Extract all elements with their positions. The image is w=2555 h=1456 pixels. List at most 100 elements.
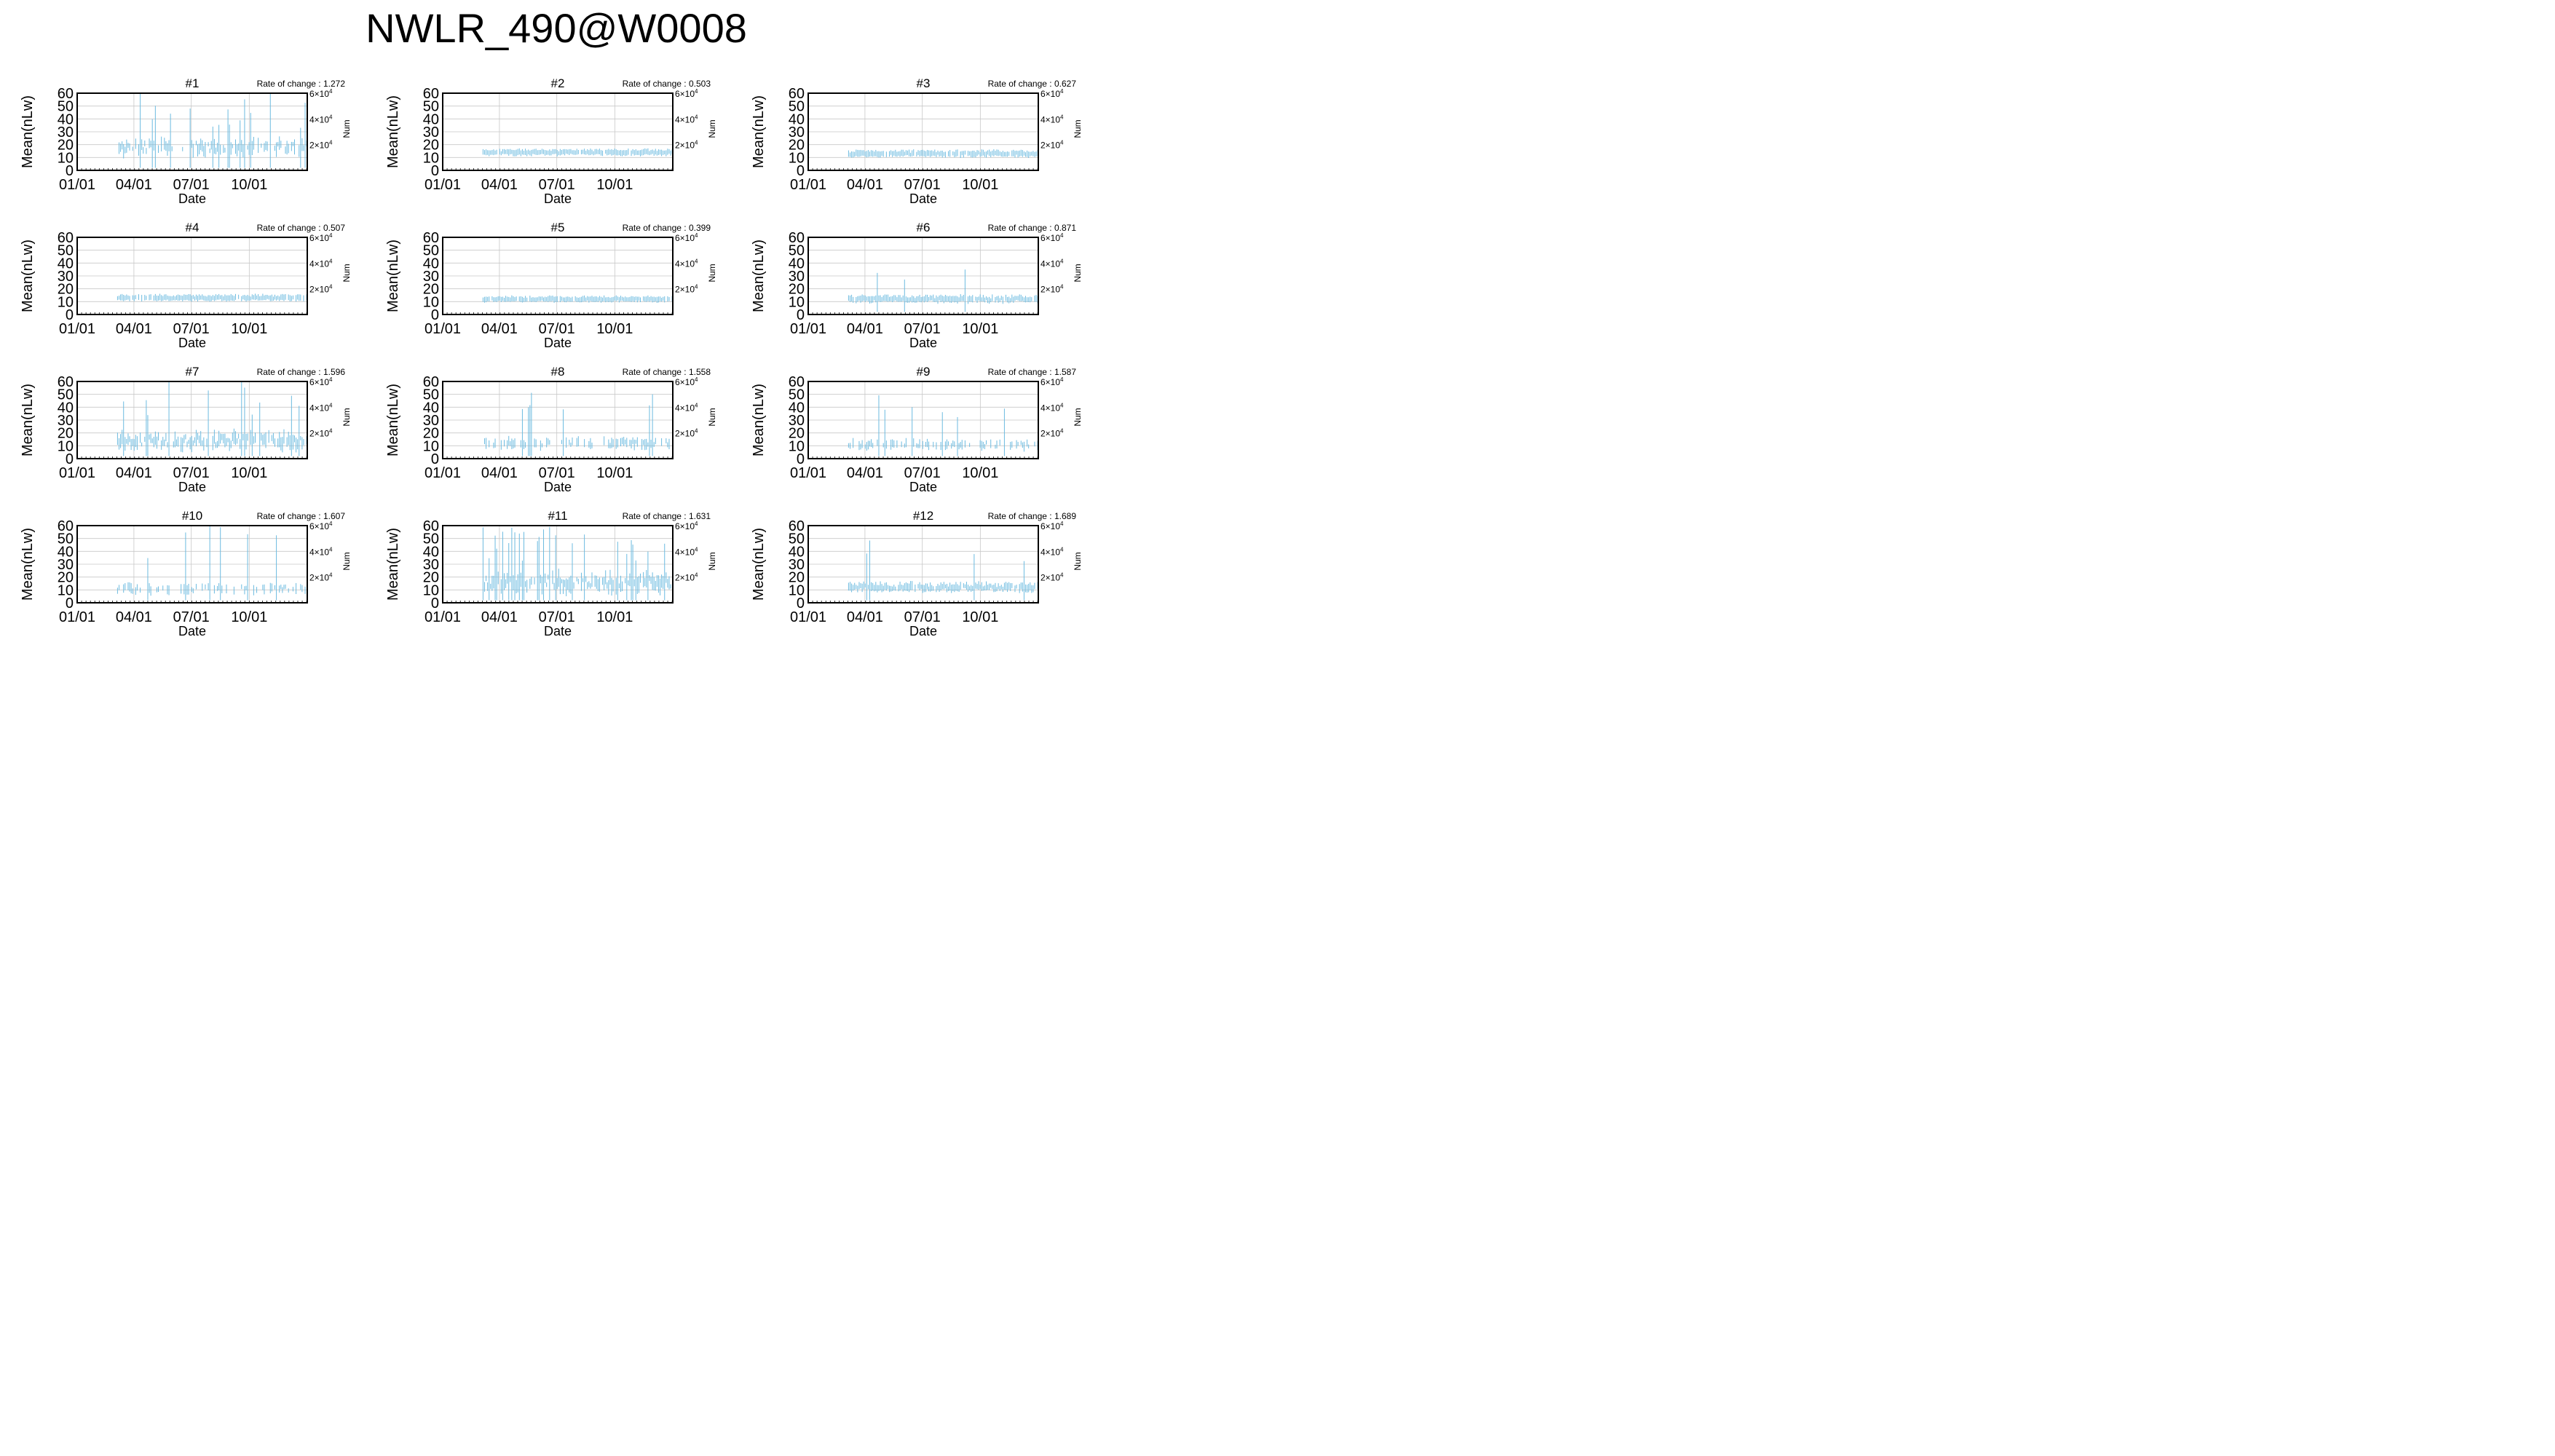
y2-axis-label: Num	[341, 119, 352, 138]
y-axis-label: Mean(nLw)	[385, 528, 401, 601]
errorbar-series	[482, 295, 673, 304]
y-tick-label: 10	[423, 582, 439, 598]
y2-tick-exponent: 4	[1060, 402, 1064, 408]
y-tick-label: 60	[423, 86, 439, 102]
x-tick-label: 04/01	[481, 177, 518, 193]
y2-tick-label: 4×104	[1040, 546, 1064, 557]
y-tick-label: 40	[423, 400, 439, 416]
y2-tick-mantissa: 4×10	[1040, 403, 1060, 413]
y-tick-label: 60	[423, 518, 439, 534]
y2-tick-mantissa: 4×10	[675, 114, 695, 124]
y-tick-label: 40	[789, 544, 805, 560]
y2-tick-mantissa: 4×10	[1040, 258, 1060, 269]
y2-tick-exponent: 4	[1060, 232, 1064, 239]
errorbar-series	[117, 526, 306, 601]
y2-tick-mantissa: 2×10	[675, 141, 695, 151]
x-tick-label: 10/01	[596, 609, 633, 625]
y-axis-label: Mean(nLw)	[385, 240, 401, 312]
y-tick-label: 50	[423, 531, 439, 547]
y-tick-label: 30	[423, 124, 439, 141]
y2-axis-label: Num	[707, 408, 717, 426]
y-tick-label: 60	[58, 374, 74, 390]
plot-frame	[807, 237, 1039, 315]
subplot-5: #5 Rate of change : 0.399 0 10 20 30 40 50 60 01/…	[366, 217, 730, 363]
y2-tick-label: 6×104	[675, 232, 698, 243]
x-tick-label: 10/01	[231, 609, 267, 625]
y-tick-label: 10	[789, 294, 805, 310]
subplot-4: #4 Rate of change : 0.507 0 10 20 30 40 50 60 01/…	[0, 217, 364, 363]
y-tick-label: 40	[789, 256, 805, 272]
x-axis-label: Date	[544, 336, 572, 350]
y-tick-label: 50	[58, 387, 74, 403]
errorbar-series	[848, 149, 1038, 158]
y2-tick-label: 6×104	[1040, 521, 1064, 531]
errorbar-series	[117, 381, 307, 456]
y2-tick-label: 2×104	[309, 140, 333, 151]
subplot-title: #8	[551, 365, 565, 379]
y2-tick-mantissa: 4×10	[309, 258, 329, 269]
y-tick-label: 10	[423, 150, 439, 166]
y2-tick-exponent: 4	[1060, 572, 1064, 579]
y2-tick-label: 4×104	[675, 546, 698, 557]
x-tick-label: 10/01	[962, 465, 998, 481]
y-tick-label: 50	[789, 531, 805, 547]
y2-tick-label: 6×104	[309, 521, 333, 531]
y-tick-label: 60	[58, 230, 74, 246]
y2-axis-label: Num	[1073, 119, 1083, 138]
y-tick-label: 10	[789, 150, 805, 166]
x-axis-label: Date	[178, 336, 206, 350]
x-tick-label: 07/01	[904, 609, 941, 625]
y2-tick-label: 2×104	[675, 284, 698, 295]
x-axis-label: Date	[178, 191, 206, 206]
rate-of-change: Rate of change : 1.587	[988, 367, 1077, 377]
x-tick-label: 04/01	[847, 321, 883, 337]
y2-tick-exponent: 4	[329, 140, 333, 146]
y2-tick-label: 4×104	[1040, 114, 1064, 124]
rate-of-change: Rate of change : 0.871	[988, 223, 1077, 233]
y-tick-label: 20	[58, 570, 74, 586]
y2-tick-label: 4×104	[675, 114, 698, 124]
x-tick-label: 01/01	[424, 177, 461, 193]
subplot-10: #10 Rate of change : 1.607 0 10 20 30 40 50 60 01…	[0, 505, 364, 651]
y-tick-label: 20	[789, 570, 805, 586]
y-tick-label: 10	[58, 582, 74, 598]
y2-tick-exponent: 4	[329, 88, 333, 95]
y-tick-label: 10	[58, 294, 74, 310]
y2-tick-label: 2×104	[1040, 284, 1064, 295]
y2-tick-exponent: 4	[329, 284, 333, 290]
y-tick-label: 0	[431, 163, 439, 179]
y-tick-label: 30	[58, 557, 74, 573]
plot-frame	[76, 381, 308, 459]
y-axis-label: Mean(nLw)	[385, 384, 401, 456]
rate-of-change: Rate of change : 1.558	[623, 367, 711, 377]
y2-tick-exponent: 4	[695, 428, 698, 435]
y2-tick-exponent: 4	[695, 284, 698, 290]
y2-tick-exponent: 4	[329, 546, 333, 553]
x-axis-label: Date	[909, 336, 937, 350]
errorbar-series	[848, 269, 1038, 312]
y-tick-label: 0	[431, 451, 439, 467]
y-tick-label: 40	[58, 111, 74, 127]
y2-tick-mantissa: 6×10	[1040, 521, 1060, 531]
x-tick-label: 10/01	[962, 177, 998, 193]
x-tick-label: 04/01	[116, 609, 152, 625]
subplot-7: #7 Rate of change : 1.596 0 10 20 30 40 50 60 01/…	[0, 361, 364, 507]
y-tick-label: 30	[423, 413, 439, 429]
y-tick-label: 0	[431, 307, 439, 323]
y-tick-label: 60	[789, 230, 805, 246]
y2-tick-label: 4×104	[309, 114, 333, 124]
subplot-11: #11 Rate of change : 1.631 0 10 20 30 40 50 60 01…	[366, 505, 730, 651]
x-tick-label: 01/01	[59, 609, 95, 625]
y2-tick-mantissa: 2×10	[675, 573, 695, 583]
y2-tick-label: 2×104	[675, 572, 698, 583]
y2-tick-label: 2×104	[309, 428, 333, 439]
y2-tick-mantissa: 2×10	[675, 285, 695, 295]
y2-tick-label: 6×104	[675, 88, 698, 99]
x-axis-label: Date	[909, 480, 937, 494]
subplot-title: #3	[917, 76, 931, 90]
x-tick-label: 01/01	[424, 609, 461, 625]
